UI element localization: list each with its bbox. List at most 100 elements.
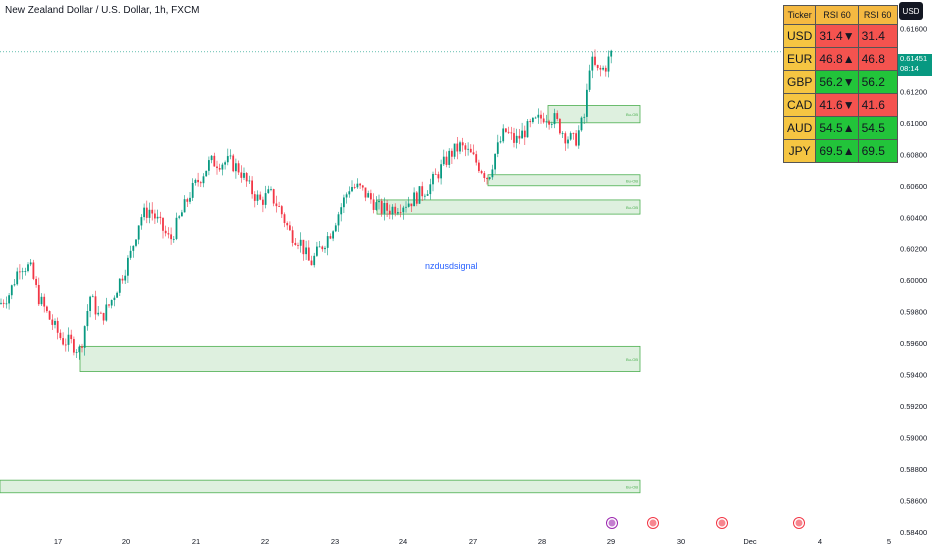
candle-body xyxy=(194,179,197,183)
candle-body xyxy=(35,278,37,285)
candle-body xyxy=(345,194,348,198)
rsi-value: 54.5 xyxy=(857,116,898,140)
x-tick-label: 27 xyxy=(469,537,477,546)
rsi-row-cad: CAD 41.6▼ 41.6 xyxy=(782,93,898,117)
candle-body xyxy=(348,191,351,195)
candle-body xyxy=(272,189,275,204)
rsi-ticker: CAD xyxy=(782,93,817,117)
candle-body xyxy=(378,200,380,203)
candle-body xyxy=(313,255,316,266)
candle-body xyxy=(2,302,5,304)
candle-body xyxy=(329,236,332,239)
candle-body xyxy=(388,210,391,215)
rsi-with-arrow: 41.6▼ xyxy=(815,93,859,117)
candle-body xyxy=(59,332,62,339)
candle-body xyxy=(556,113,559,119)
rsi-ticker: GBP xyxy=(782,70,817,94)
candle-body xyxy=(127,257,129,276)
candle-body xyxy=(469,148,472,153)
candle-body xyxy=(367,193,370,198)
rsi-ticker: USD xyxy=(782,24,817,48)
x-tick-label: 30 xyxy=(677,537,685,546)
candle-body xyxy=(294,242,297,245)
y-tick-label: 0.59400 xyxy=(900,371,927,380)
col-rsi: RSI 60 xyxy=(815,5,859,25)
candle-body xyxy=(421,186,424,197)
zone-label: Bu-OB xyxy=(626,205,638,210)
candle-body xyxy=(545,121,548,123)
candle-body xyxy=(602,67,604,70)
candle-body xyxy=(291,230,294,243)
candle-body xyxy=(21,271,24,273)
candle-body xyxy=(302,239,305,255)
col-rsi-value: RSI 60 xyxy=(857,5,898,25)
zone-label: Bu-OB xyxy=(626,112,638,117)
x-tick-label: 28 xyxy=(538,537,546,546)
candle-body xyxy=(548,121,550,125)
x-tick-label: 21 xyxy=(192,537,200,546)
candle-body xyxy=(610,50,613,57)
candle-body xyxy=(523,130,526,138)
rsi-with-arrow: 54.5▲ xyxy=(815,116,859,140)
y-tick-label: 0.60400 xyxy=(900,213,927,222)
candle-body xyxy=(505,128,507,132)
candle-body xyxy=(569,133,572,140)
candle-body xyxy=(461,142,464,146)
candle-body xyxy=(278,206,280,207)
candle-body xyxy=(108,304,110,306)
candle-body xyxy=(399,212,402,213)
candle-body xyxy=(118,278,121,293)
candle-body xyxy=(62,338,64,345)
candle-body xyxy=(561,133,564,135)
x-tick-label: 23 xyxy=(331,537,339,546)
candle-body xyxy=(591,56,594,71)
candle-body xyxy=(529,121,532,123)
candle-body xyxy=(415,192,418,204)
candle-body xyxy=(515,135,518,143)
y-tick-label: 0.60200 xyxy=(900,245,927,254)
currency-button[interactable]: USD xyxy=(899,2,923,20)
candle-body xyxy=(564,133,567,144)
candle-body xyxy=(299,239,302,246)
candle-body xyxy=(113,297,116,301)
candle-body xyxy=(48,311,51,320)
candle-body xyxy=(437,174,440,179)
candle-body xyxy=(380,200,383,214)
candle-body xyxy=(567,139,569,144)
candle-body xyxy=(326,236,329,248)
candle-body xyxy=(256,194,259,201)
candle-body xyxy=(199,182,202,184)
last-price-tag: 0.61451 08:14 xyxy=(897,54,932,76)
candle-body xyxy=(162,217,164,231)
candle-body xyxy=(83,326,86,348)
candle-body xyxy=(429,184,432,195)
candle-body xyxy=(43,296,46,307)
candle-body xyxy=(594,56,596,65)
candle-body xyxy=(410,203,413,207)
candle-body xyxy=(405,206,407,208)
candle-body xyxy=(10,285,13,296)
candle-body xyxy=(550,124,553,125)
candle-body xyxy=(572,133,575,134)
candle-body xyxy=(397,212,399,214)
candle-body xyxy=(383,202,386,214)
event-marker-dot xyxy=(718,519,726,527)
price-axis: 0.61600 0.61200 0.61000 0.60800 0.60600 0.604… xyxy=(900,24,927,537)
candle-body xyxy=(78,346,81,353)
candle-body xyxy=(218,168,221,170)
candle-body xyxy=(307,247,310,261)
candle-body xyxy=(221,164,224,170)
candle-body xyxy=(235,163,237,172)
rsi-table-header: Ticker RSI 60 RSI 60 xyxy=(782,5,898,25)
candle-body xyxy=(172,238,175,240)
candle-body xyxy=(178,216,181,218)
rsi-row-usd: USD 31.4▼ 31.4 xyxy=(782,24,898,48)
candle-body xyxy=(364,187,367,198)
candle-body xyxy=(534,117,537,119)
candle-body xyxy=(321,246,324,250)
event-marker-dot xyxy=(608,519,616,527)
x-tick-label: 29 xyxy=(607,537,615,546)
candle-body xyxy=(402,207,405,213)
candle-body xyxy=(559,118,561,134)
